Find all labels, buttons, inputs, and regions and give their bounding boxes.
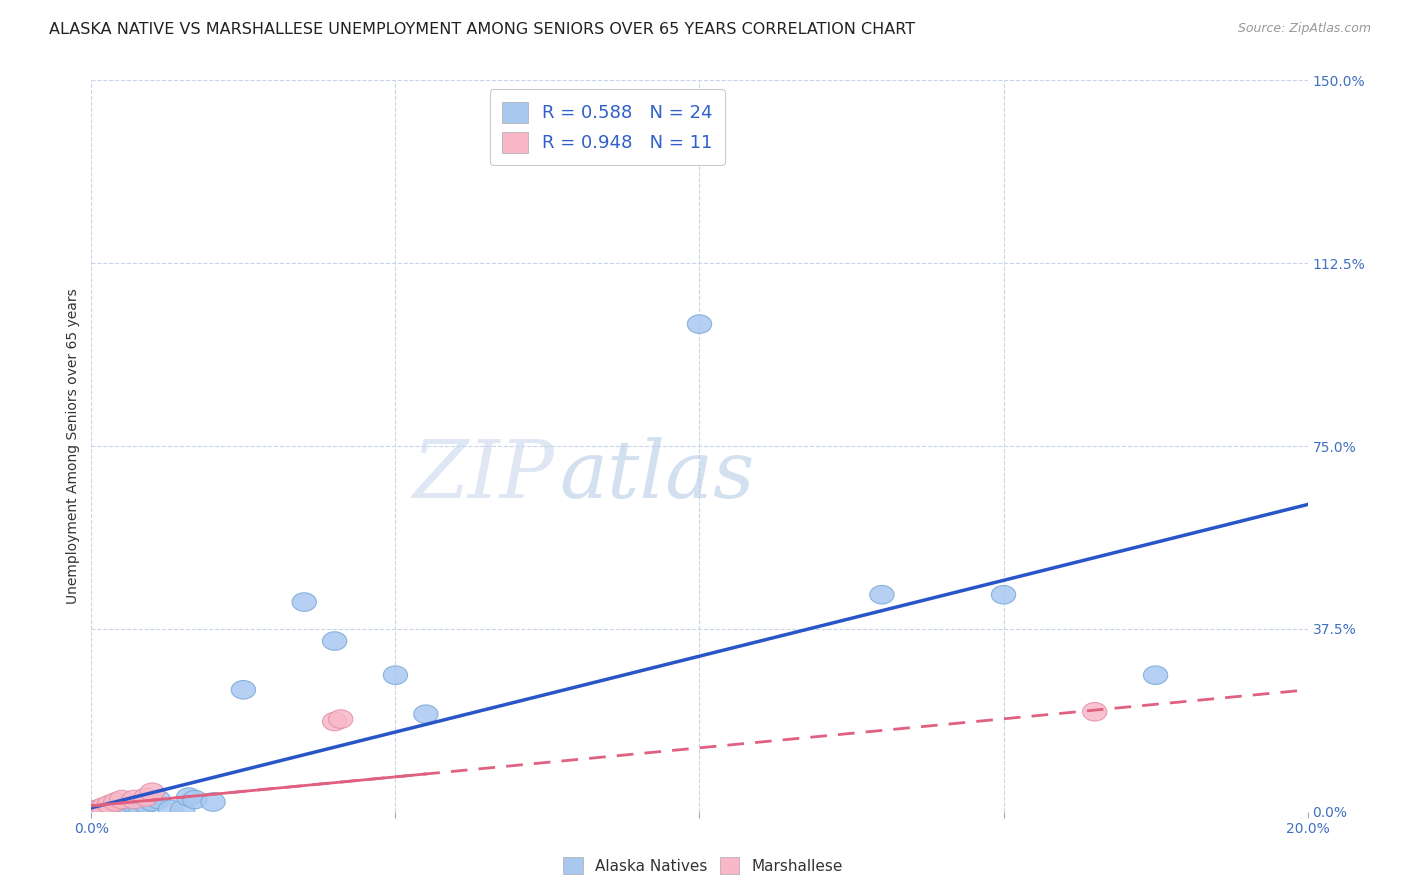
Ellipse shape xyxy=(870,585,894,604)
Ellipse shape xyxy=(170,800,195,819)
Text: ALASKA NATIVE VS MARSHALLESE UNEMPLOYMENT AMONG SENIORS OVER 65 YEARS CORRELATIO: ALASKA NATIVE VS MARSHALLESE UNEMPLOYMEN… xyxy=(49,22,915,37)
Ellipse shape xyxy=(141,783,165,802)
Ellipse shape xyxy=(110,797,134,816)
Ellipse shape xyxy=(201,793,225,811)
Ellipse shape xyxy=(1083,703,1107,721)
Ellipse shape xyxy=(688,315,711,334)
Ellipse shape xyxy=(231,681,256,699)
Ellipse shape xyxy=(115,797,141,815)
Ellipse shape xyxy=(322,632,347,650)
Ellipse shape xyxy=(122,795,146,814)
Ellipse shape xyxy=(991,585,1015,604)
Ellipse shape xyxy=(141,793,165,811)
Ellipse shape xyxy=(97,795,122,814)
Ellipse shape xyxy=(292,593,316,611)
Ellipse shape xyxy=(104,793,128,811)
Ellipse shape xyxy=(159,800,183,819)
Ellipse shape xyxy=(110,790,134,809)
Ellipse shape xyxy=(86,800,110,819)
Ellipse shape xyxy=(1143,666,1168,684)
Ellipse shape xyxy=(413,705,439,723)
Legend: Alaska Natives, Marshallese: Alaska Natives, Marshallese xyxy=(557,851,849,880)
Text: Source: ZipAtlas.com: Source: ZipAtlas.com xyxy=(1237,22,1371,36)
Ellipse shape xyxy=(97,798,122,817)
Ellipse shape xyxy=(122,790,146,809)
Ellipse shape xyxy=(183,790,207,809)
Ellipse shape xyxy=(91,800,115,819)
Ellipse shape xyxy=(322,712,347,731)
Y-axis label: Unemployment Among Seniors over 65 years: Unemployment Among Seniors over 65 years xyxy=(66,288,80,604)
Text: ZIP: ZIP xyxy=(412,436,554,514)
Legend: R = 0.588   N = 24, R = 0.948   N = 11: R = 0.588 N = 24, R = 0.948 N = 11 xyxy=(489,89,725,165)
Ellipse shape xyxy=(86,800,110,819)
Ellipse shape xyxy=(329,710,353,729)
Text: atlas: atlas xyxy=(560,436,755,514)
Ellipse shape xyxy=(384,666,408,684)
Ellipse shape xyxy=(128,797,152,816)
Ellipse shape xyxy=(146,790,170,809)
Ellipse shape xyxy=(177,788,201,806)
Ellipse shape xyxy=(91,797,115,816)
Ellipse shape xyxy=(134,788,159,806)
Ellipse shape xyxy=(134,795,159,814)
